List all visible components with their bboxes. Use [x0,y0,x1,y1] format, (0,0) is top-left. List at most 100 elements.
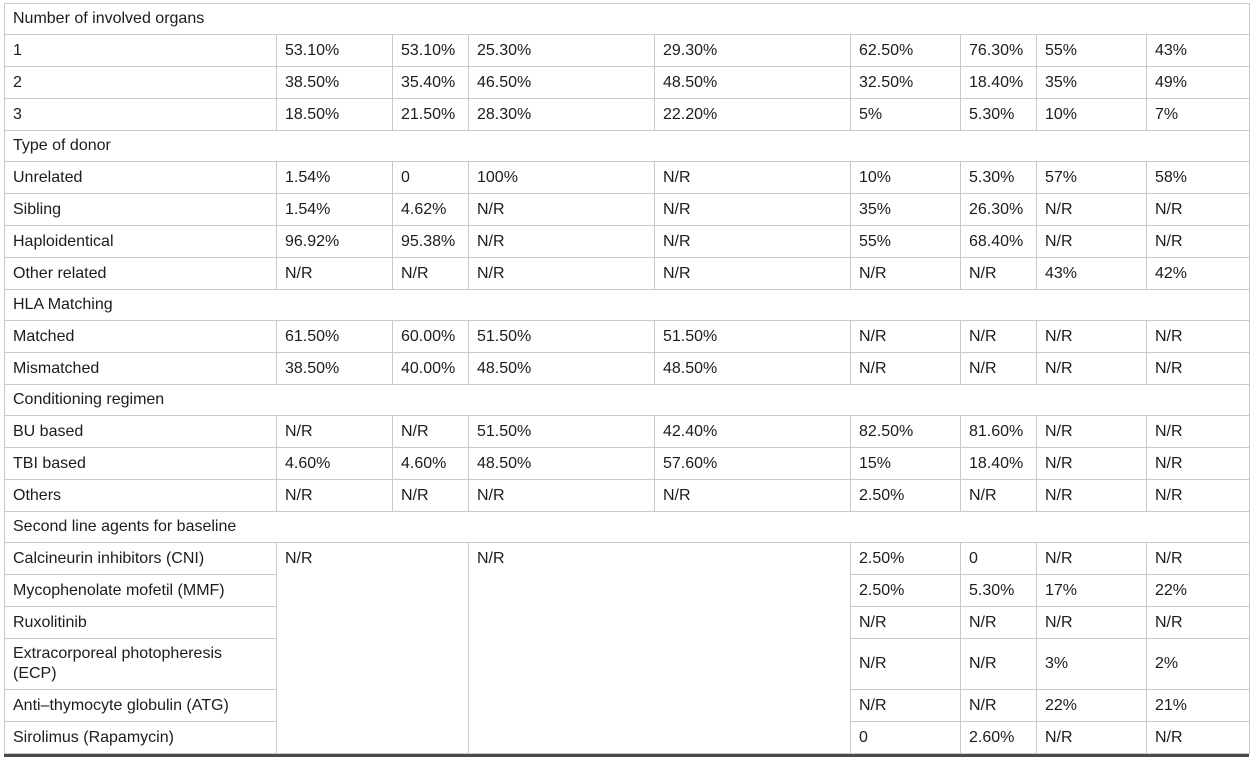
data-cell: 43% [1036,257,1147,290]
section-row: Conditioning regimen [3,384,1251,416]
data-cell: N/R [1036,320,1147,353]
data-cell: 5.30% [960,161,1037,194]
data-cell: N/R [960,638,1037,690]
data-cell: N/R [850,606,961,639]
clinical-data-table: Number of involved organs 1 53.10% 53.10% 25… [3,3,1251,754]
data-cell: 1.54% [276,161,393,194]
row-label: Anti–thymocyte globulin (ATG) [4,689,277,722]
data-cell: 22% [1145,574,1251,607]
data-cell: N/R [654,193,851,226]
data-cell: 58% [1145,161,1251,194]
data-cell: N/R [1145,447,1251,480]
table-container: Number of involved organs 1 53.10% 53.10% 25… [3,3,1251,757]
table-row: 3 18.50% 21.50% 28.30% 22.20% 5% 5.30% 10% 7% [4,98,1251,131]
data-cell: N/R [1036,606,1147,639]
data-cell: 5% [850,98,961,131]
data-cell: 55% [1036,34,1147,67]
row-label: Others [4,479,277,512]
data-cell: 22% [1036,689,1147,722]
data-cell: N/R [276,479,393,512]
data-cell: 22.20% [654,98,851,131]
data-cell: N/R [392,479,469,512]
data-cell: N/R [1036,479,1147,512]
data-cell: 1.54% [276,193,393,226]
data-cell: 43% [1145,34,1251,67]
data-cell: N/R [654,225,851,258]
data-cell: 35% [1036,66,1147,99]
data-cell: N/R [468,225,655,258]
data-cell: N/R [468,479,655,512]
row-label: Extracorporeal photopheresis (ECP) [4,638,277,690]
data-cell: N/R [960,352,1037,385]
data-cell: N/R [1036,415,1147,448]
data-cell: 2% [1145,638,1251,690]
data-cell: 26.30% [960,193,1037,226]
data-cell: 49% [1145,66,1251,99]
data-cell: N/R [276,415,393,448]
data-cell: N/R [468,257,655,290]
data-cell: 61.50% [276,320,393,353]
data-cell: 40.00% [392,352,469,385]
data-cell: 95.38% [392,225,469,258]
row-label: Sibling [4,193,277,226]
data-cell: N/R [1036,721,1147,754]
table-row: Mismatched 38.50% 40.00% 48.50% 48.50% N/R N/R… [4,352,1251,385]
row-label: Mycophenolate mofetil (MMF) [4,574,277,607]
data-cell: 53.10% [276,34,393,67]
row-label: Unrelated [4,161,277,194]
data-cell: 28.30% [468,98,655,131]
table-row: Ruxolitinib N/R N/R N/R N/R [4,606,1251,639]
table-row: Sirolimus (Rapamycin) 0 2.60% N/R N/R [4,721,1251,754]
data-cell: 4.62% [392,193,469,226]
table-row: Other related N/R N/R N/R N/R N/R N/R 43% 42% [4,257,1251,290]
data-cell: 18.40% [960,66,1037,99]
data-cell: N/R [1036,447,1147,480]
section-header: Number of involved organs [3,3,1251,35]
data-cell: N/R [1036,542,1147,575]
data-cell: 96.92% [276,225,393,258]
data-cell: 55% [850,225,961,258]
data-cell: N/R [1145,415,1251,448]
data-cell: N/R [654,161,851,194]
data-cell: N/R [1036,193,1147,226]
data-cell: N/R [960,689,1037,722]
table-row: Others N/R N/R N/R N/R 2.50% N/R N/R N/R [4,479,1251,512]
data-cell: 2.50% [850,542,961,575]
data-cell: 57.60% [654,447,851,480]
data-cell: N/R [850,257,961,290]
data-cell: N/R [1036,225,1147,258]
data-cell: 51.50% [654,320,851,353]
data-cell: 48.50% [468,447,655,480]
data-cell: 0 [850,721,961,754]
data-cell: N/R [654,479,851,512]
data-cell: N/R [1145,320,1251,353]
data-cell: N/R [1145,606,1251,639]
data-cell: 4.60% [392,447,469,480]
data-cell: 18.50% [276,98,393,131]
section-row: Number of involved organs [3,3,1251,35]
row-label: BU based [4,415,277,448]
row-label: Matched [4,320,277,353]
section-row: HLA Matching [3,289,1251,321]
data-cell: 21.50% [392,98,469,131]
row-label: Ruxolitinib [4,606,277,639]
data-cell: 18.40% [960,447,1037,480]
data-cell: 57% [1036,161,1147,194]
data-cell: N/R [960,257,1037,290]
data-cell: 2.60% [960,721,1037,754]
data-cell: 3% [1036,638,1147,690]
table-row: 2 38.50% 35.40% 46.50% 48.50% 32.50% 18.40% 35%… [4,66,1251,99]
data-cell: 48.50% [654,66,851,99]
data-cell: 25.30% [468,34,655,67]
data-cell: 2.50% [850,574,961,607]
data-cell: 53.10% [392,34,469,67]
section-row: Second line agents for baseline [3,511,1251,543]
row-label: TBI based [4,447,277,480]
row-label: 2 [4,66,277,99]
data-cell: N/R [276,542,469,754]
data-cell: 35% [850,193,961,226]
data-cell: 60.00% [392,320,469,353]
data-cell: N/R [654,257,851,290]
section-header: Conditioning regimen [3,384,1251,416]
data-cell: 48.50% [468,352,655,385]
